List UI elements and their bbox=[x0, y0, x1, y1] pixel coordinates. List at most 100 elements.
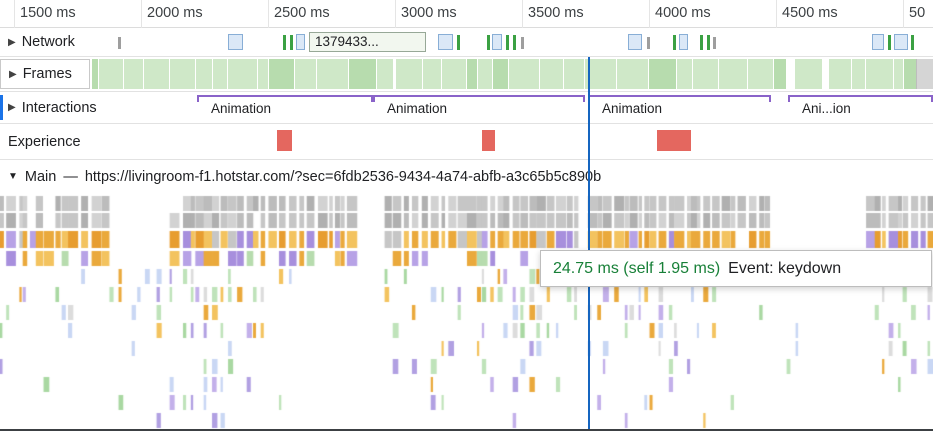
animation-span[interactable]: Animation bbox=[197, 95, 373, 120]
frame-bar[interactable] bbox=[563, 59, 584, 89]
frames-track: ▶ Frames bbox=[0, 57, 933, 92]
animation-span-endcap bbox=[583, 97, 585, 102]
frames-lane bbox=[0, 57, 933, 91]
network-activity-tick[interactable] bbox=[888, 35, 891, 50]
animation-span-endcap bbox=[197, 97, 199, 102]
ruler-tick-label: 4000 ms bbox=[655, 5, 711, 21]
frame-bar[interactable] bbox=[92, 59, 99, 89]
network-request-block[interactable] bbox=[628, 34, 642, 50]
flame-chart-canvas[interactable] bbox=[0, 193, 933, 431]
frame-bar[interactable] bbox=[396, 59, 423, 89]
network-request-block[interactable] bbox=[872, 34, 884, 50]
network-activity-tick[interactable] bbox=[506, 35, 509, 50]
experience-track-toggle[interactable]: Experience bbox=[8, 124, 81, 159]
frame-bar[interactable] bbox=[295, 59, 316, 89]
animation-span-endcap bbox=[788, 97, 790, 102]
frame-bar[interactable] bbox=[648, 59, 677, 89]
network-request-block[interactable] bbox=[492, 34, 502, 50]
frame-bar[interactable] bbox=[348, 59, 377, 89]
animation-span[interactable]: Animation bbox=[588, 95, 771, 120]
main-track-url: https://livingroom-f1.hotstar.com/?sec=6… bbox=[84, 168, 602, 185]
network-request-block[interactable] bbox=[438, 34, 453, 50]
network-activity-tick[interactable] bbox=[911, 35, 914, 50]
frame-bar[interactable] bbox=[423, 59, 442, 89]
network-request-block[interactable] bbox=[679, 34, 688, 50]
frame-bar[interactable] bbox=[677, 59, 692, 89]
frame-bar[interactable] bbox=[227, 59, 257, 89]
animation-span-endcap bbox=[931, 97, 933, 102]
layout-shift-block[interactable] bbox=[277, 130, 292, 151]
frame-bar[interactable] bbox=[169, 59, 196, 89]
frame-bar[interactable] bbox=[124, 59, 143, 89]
frame-bar[interactable] bbox=[268, 59, 295, 89]
frame-bar[interactable] bbox=[377, 59, 393, 89]
ruler-gridline bbox=[903, 0, 904, 28]
frame-bar[interactable] bbox=[442, 59, 467, 89]
main-track-label: Main bbox=[24, 168, 57, 185]
network-activity-tick[interactable] bbox=[647, 37, 650, 49]
layout-shift-block[interactable] bbox=[482, 130, 495, 151]
network-activity-tick[interactable] bbox=[290, 35, 293, 50]
network-activity-tick[interactable] bbox=[513, 35, 516, 50]
network-track: 1379433... ▶ Network bbox=[0, 28, 933, 57]
network-activity-tick[interactable] bbox=[521, 37, 524, 49]
network-activity-tick[interactable] bbox=[487, 35, 490, 50]
network-request-block[interactable] bbox=[296, 34, 305, 50]
frame-bar[interactable] bbox=[851, 59, 865, 89]
main-thread-header[interactable]: ▼ Main — https://livingroom-f1.hotstar.c… bbox=[0, 160, 933, 193]
frame-bar[interactable] bbox=[747, 59, 773, 89]
frame-bar[interactable] bbox=[493, 59, 508, 89]
animation-span-endcap bbox=[769, 97, 771, 102]
network-request-block[interactable] bbox=[894, 34, 908, 50]
frame-bar[interactable] bbox=[196, 59, 212, 89]
network-track-label: Network bbox=[21, 34, 75, 50]
frame-bar[interactable] bbox=[893, 59, 904, 89]
interactions-track-toggle[interactable]: ▶ Interactions bbox=[8, 92, 97, 123]
playhead-line[interactable] bbox=[588, 57, 590, 431]
frame-bar[interactable] bbox=[213, 59, 227, 89]
network-request-labeled-block[interactable]: 1379433... bbox=[309, 32, 426, 52]
ruler-tick-label: 50 bbox=[909, 5, 926, 21]
ruler-tick-label: 4500 ms bbox=[782, 5, 838, 21]
network-activity-tick[interactable] bbox=[118, 37, 121, 49]
frame-bar[interactable] bbox=[539, 59, 563, 89]
frame-bar[interactable] bbox=[865, 59, 893, 89]
main-thread-title: ▼ Main — https://livingroom-f1.hotstar.c… bbox=[8, 160, 601, 193]
layout-shift-block[interactable] bbox=[657, 130, 691, 151]
frame-bar[interactable] bbox=[829, 59, 851, 89]
network-track-toggle[interactable]: ▶ Network bbox=[8, 28, 75, 56]
frames-track-toggle[interactable]: ▶ Frames bbox=[0, 59, 90, 89]
frame-bar[interactable] bbox=[99, 59, 124, 89]
frame-bar[interactable] bbox=[773, 59, 787, 89]
network-activity-tick[interactable] bbox=[707, 35, 710, 50]
network-request-block[interactable] bbox=[228, 34, 243, 50]
main-flame-chart[interactable] bbox=[0, 193, 933, 431]
network-activity-tick[interactable] bbox=[457, 35, 460, 50]
frame-bar[interactable] bbox=[143, 59, 169, 89]
frame-bar[interactable] bbox=[719, 59, 747, 89]
interactions-lane: Animation Animation Animation Ani...ion bbox=[0, 92, 933, 123]
frame-bar[interactable] bbox=[316, 59, 348, 89]
network-activity-tick[interactable] bbox=[673, 35, 676, 50]
network-activity-tick[interactable] bbox=[700, 35, 703, 50]
frame-bar[interactable] bbox=[509, 59, 539, 89]
network-activity-tick[interactable] bbox=[713, 37, 716, 49]
frame-bar[interactable] bbox=[794, 59, 823, 89]
timeline-ruler[interactable]: 1500 ms 2000 ms 2500 ms 3000 ms 3500 ms 4000 … bbox=[0, 0, 933, 28]
frame-bar[interactable] bbox=[467, 59, 477, 89]
frame-bar[interactable] bbox=[477, 59, 493, 89]
frame-bar[interactable] bbox=[257, 59, 268, 89]
network-activity-tick[interactable] bbox=[283, 35, 286, 50]
animation-span[interactable]: Ani...ion bbox=[788, 95, 933, 120]
frame-bar[interactable] bbox=[616, 59, 648, 89]
ruler-gridline bbox=[776, 0, 777, 28]
animation-span[interactable]: Animation bbox=[373, 95, 585, 120]
animation-span-endcap bbox=[371, 97, 373, 102]
frame-bar[interactable] bbox=[692, 59, 719, 89]
experience-track: Experience bbox=[0, 124, 933, 160]
ruler-gridline bbox=[141, 0, 142, 28]
ruler-gridline bbox=[395, 0, 396, 28]
main-track-separator: — bbox=[63, 168, 78, 185]
frame-bar-partial[interactable] bbox=[916, 59, 933, 89]
